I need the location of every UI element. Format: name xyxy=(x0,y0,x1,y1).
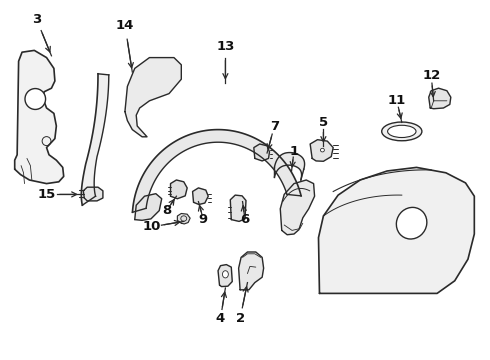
Text: 9: 9 xyxy=(199,213,208,226)
Text: 2: 2 xyxy=(236,312,245,325)
Polygon shape xyxy=(280,180,315,235)
Text: 5: 5 xyxy=(319,116,328,129)
Text: 10: 10 xyxy=(143,220,161,233)
Text: 8: 8 xyxy=(162,204,171,217)
Ellipse shape xyxy=(396,207,427,239)
Polygon shape xyxy=(81,74,109,205)
Polygon shape xyxy=(135,194,162,220)
Polygon shape xyxy=(193,188,208,204)
Ellipse shape xyxy=(25,89,46,109)
Polygon shape xyxy=(318,167,474,293)
Polygon shape xyxy=(230,195,246,221)
Polygon shape xyxy=(171,180,187,199)
Polygon shape xyxy=(429,88,451,109)
Text: 15: 15 xyxy=(37,188,56,201)
Text: 14: 14 xyxy=(116,19,134,32)
Polygon shape xyxy=(254,144,270,161)
Text: 7: 7 xyxy=(270,120,279,132)
Text: 11: 11 xyxy=(388,94,406,107)
Polygon shape xyxy=(15,50,64,184)
Text: 12: 12 xyxy=(422,69,441,82)
Text: 4: 4 xyxy=(216,312,225,325)
Polygon shape xyxy=(274,153,305,180)
Text: 1: 1 xyxy=(290,145,298,158)
Polygon shape xyxy=(83,187,103,201)
Polygon shape xyxy=(310,140,333,161)
Ellipse shape xyxy=(382,122,422,141)
Text: 6: 6 xyxy=(241,213,249,226)
Polygon shape xyxy=(177,213,190,224)
Polygon shape xyxy=(132,130,301,212)
Text: 13: 13 xyxy=(216,40,235,53)
Polygon shape xyxy=(218,265,232,287)
Ellipse shape xyxy=(388,125,416,138)
Ellipse shape xyxy=(320,148,324,152)
Polygon shape xyxy=(125,58,181,137)
Text: 3: 3 xyxy=(32,13,41,26)
Ellipse shape xyxy=(222,271,228,278)
Polygon shape xyxy=(239,252,264,290)
